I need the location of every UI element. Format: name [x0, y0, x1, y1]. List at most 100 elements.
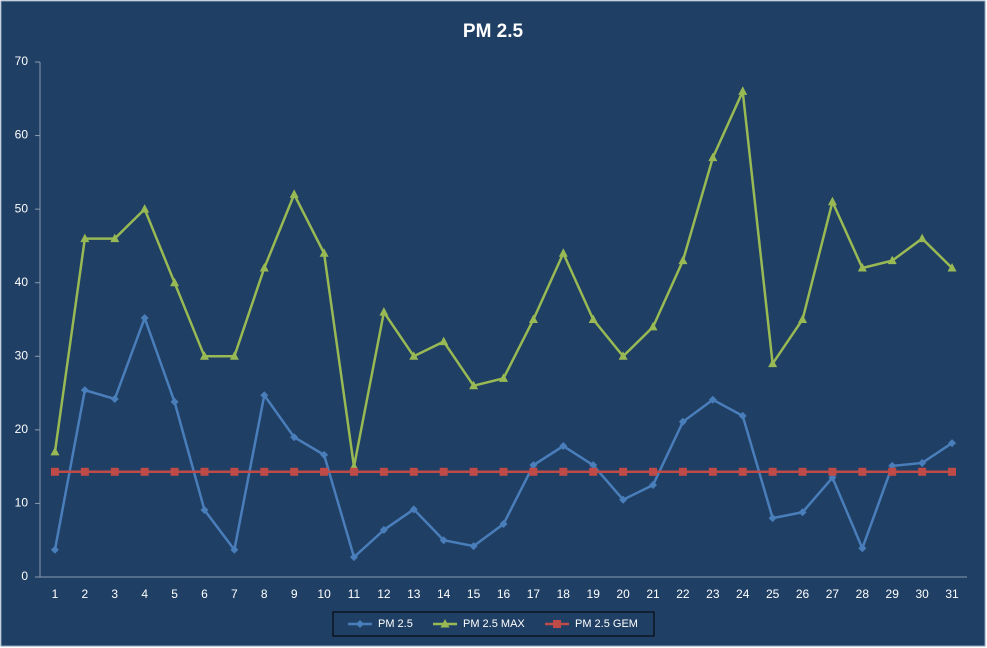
x-tick-label: 4	[141, 587, 148, 601]
marker	[200, 506, 209, 515]
x-tick-label: 3	[111, 587, 118, 601]
marker	[768, 514, 777, 523]
marker	[918, 467, 927, 476]
marker	[80, 233, 90, 243]
x-tick-label: 8	[261, 587, 268, 601]
marker	[356, 620, 364, 628]
marker	[409, 351, 419, 360]
marker	[320, 450, 329, 459]
legend-label: PM 2.5 GEM	[575, 618, 638, 630]
x-tick-label: 17	[527, 587, 541, 601]
legend-label: PM 2.5	[378, 618, 413, 630]
marker	[678, 417, 687, 426]
marker	[50, 446, 60, 456]
marker	[528, 314, 538, 323]
y-tick-label: 40	[15, 275, 29, 289]
marker	[648, 321, 658, 331]
y-tick-label: 10	[15, 496, 29, 510]
legend-box	[332, 611, 655, 637]
marker	[529, 467, 538, 476]
marker	[828, 467, 837, 476]
marker	[439, 536, 448, 545]
marker	[289, 189, 299, 198]
x-tick-label: 18	[557, 587, 571, 601]
marker	[649, 467, 658, 476]
marker	[918, 458, 927, 467]
y-tick-label: 50	[15, 201, 29, 215]
marker	[110, 394, 119, 403]
marker	[708, 152, 718, 162]
marker	[379, 307, 389, 316]
marker	[379, 525, 388, 534]
marker	[798, 508, 807, 517]
marker	[553, 620, 561, 628]
marker	[858, 467, 867, 476]
marker	[948, 467, 957, 476]
x-tick-label: 20	[616, 587, 630, 601]
marker	[440, 619, 450, 628]
marker	[947, 263, 957, 272]
marker	[529, 461, 538, 470]
marker	[768, 467, 777, 476]
marker	[200, 467, 209, 476]
marker	[349, 553, 358, 562]
marker	[409, 505, 418, 514]
marker	[827, 196, 837, 206]
marker	[230, 545, 239, 554]
marker	[290, 467, 299, 476]
x-tick-label: 23	[706, 587, 720, 601]
marker	[110, 233, 120, 243]
y-tick-label: 30	[15, 348, 29, 362]
marker	[708, 395, 717, 404]
x-tick-label: 26	[796, 587, 810, 601]
marker	[320, 467, 329, 476]
legend-label: PM 2.5 MAX	[463, 618, 525, 630]
marker	[499, 373, 508, 382]
marker	[589, 467, 598, 476]
marker	[439, 336, 449, 346]
marker	[768, 358, 778, 368]
chart-title: PM 2.5	[463, 21, 524, 42]
y-tick-label: 20	[15, 422, 29, 436]
y-tick-label: 0	[21, 569, 28, 583]
marker	[738, 411, 747, 420]
x-tick-label: 21	[646, 587, 660, 601]
x-tick-label: 28	[856, 587, 870, 601]
marker	[917, 233, 927, 243]
x-tick-label: 16	[497, 587, 511, 601]
marker	[499, 520, 508, 529]
x-tick-label: 15	[467, 587, 481, 601]
marker	[469, 467, 478, 476]
x-tick-label: 1	[52, 587, 59, 601]
marker	[50, 545, 59, 554]
x-tick-label: 19	[587, 587, 601, 601]
marker	[170, 467, 179, 476]
marker	[588, 314, 598, 323]
marker	[80, 386, 89, 395]
x-tick-label: 6	[201, 587, 208, 601]
marker	[229, 351, 239, 360]
marker	[738, 86, 748, 95]
marker	[409, 467, 418, 476]
marker	[170, 397, 179, 406]
marker	[888, 467, 897, 476]
x-tick-label: 14	[437, 587, 451, 601]
marker	[649, 481, 658, 490]
marker	[140, 314, 149, 323]
marker	[558, 248, 568, 257]
marker	[858, 544, 867, 553]
marker	[260, 467, 269, 476]
y-tick-label: 60	[15, 128, 29, 142]
marker	[499, 467, 508, 476]
marker	[260, 391, 269, 400]
x-tick-label: 11	[348, 587, 361, 601]
x-tick-label: 5	[171, 587, 178, 601]
marker	[887, 255, 897, 265]
marker	[80, 467, 89, 476]
marker	[469, 380, 479, 390]
marker	[948, 439, 957, 448]
marker	[379, 467, 388, 476]
